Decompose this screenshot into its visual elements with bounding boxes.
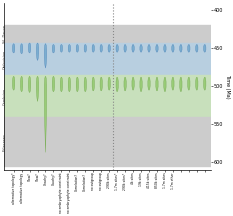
PathPatch shape xyxy=(140,77,142,92)
PathPatch shape xyxy=(124,44,126,52)
PathPatch shape xyxy=(92,77,94,91)
PathPatch shape xyxy=(21,76,23,92)
PathPatch shape xyxy=(204,77,206,90)
PathPatch shape xyxy=(108,77,110,90)
Text: Ordovician: Ordovician xyxy=(3,49,7,69)
PathPatch shape xyxy=(84,77,86,92)
PathPatch shape xyxy=(44,44,47,68)
PathPatch shape xyxy=(156,44,158,52)
PathPatch shape xyxy=(156,77,158,91)
PathPatch shape xyxy=(132,77,134,90)
PathPatch shape xyxy=(204,44,206,52)
PathPatch shape xyxy=(76,77,79,92)
PathPatch shape xyxy=(44,76,47,152)
PathPatch shape xyxy=(164,44,166,52)
Bar xyxy=(4,75,211,118)
PathPatch shape xyxy=(148,77,150,90)
PathPatch shape xyxy=(92,44,94,52)
Y-axis label: Time (Ma): Time (Ma) xyxy=(225,74,230,99)
Text: Cambrian: Cambrian xyxy=(3,87,7,105)
Bar xyxy=(4,118,211,166)
PathPatch shape xyxy=(76,44,79,52)
PathPatch shape xyxy=(188,77,190,90)
PathPatch shape xyxy=(195,77,198,90)
PathPatch shape xyxy=(36,43,39,60)
PathPatch shape xyxy=(180,44,182,52)
PathPatch shape xyxy=(108,44,110,52)
PathPatch shape xyxy=(148,44,150,52)
Bar xyxy=(4,25,211,43)
PathPatch shape xyxy=(60,77,63,92)
PathPatch shape xyxy=(172,44,174,52)
PathPatch shape xyxy=(12,76,15,90)
PathPatch shape xyxy=(12,44,15,53)
PathPatch shape xyxy=(164,77,166,92)
PathPatch shape xyxy=(68,44,71,52)
PathPatch shape xyxy=(100,77,103,91)
PathPatch shape xyxy=(84,44,86,52)
PathPatch shape xyxy=(28,43,31,53)
PathPatch shape xyxy=(68,77,71,92)
PathPatch shape xyxy=(28,76,31,92)
Text: Ediacaran: Ediacaran xyxy=(3,133,7,151)
PathPatch shape xyxy=(116,44,118,52)
PathPatch shape xyxy=(195,44,198,52)
PathPatch shape xyxy=(52,44,55,53)
PathPatch shape xyxy=(172,77,174,90)
PathPatch shape xyxy=(140,44,142,52)
Bar xyxy=(4,43,211,75)
PathPatch shape xyxy=(21,44,23,54)
PathPatch shape xyxy=(36,76,39,102)
PathPatch shape xyxy=(60,44,63,52)
PathPatch shape xyxy=(188,44,190,52)
PathPatch shape xyxy=(100,44,103,52)
PathPatch shape xyxy=(116,77,118,92)
PathPatch shape xyxy=(52,76,55,92)
PathPatch shape xyxy=(180,77,182,92)
PathPatch shape xyxy=(124,77,126,91)
Text: Sil. Devon: Sil. Devon xyxy=(3,25,7,43)
PathPatch shape xyxy=(132,44,134,52)
